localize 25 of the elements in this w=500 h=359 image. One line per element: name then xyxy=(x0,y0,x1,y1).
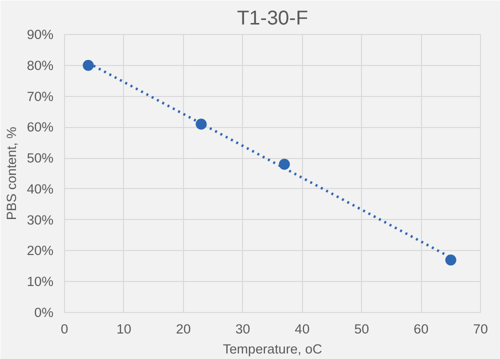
x-tick-label: 20 xyxy=(176,322,191,336)
x-tick-label: 0 xyxy=(60,322,68,336)
y-tick-label: 70% xyxy=(26,88,54,104)
x-tick-label: 60 xyxy=(414,322,428,336)
y-tick-label: 40% xyxy=(26,181,54,196)
y-tick-label: 50% xyxy=(26,150,54,166)
x-axis-title: Temperature, oC xyxy=(222,342,323,356)
y-axis-title: PBS content, % xyxy=(4,126,19,220)
point xyxy=(278,158,290,170)
y-tick-label: 10% xyxy=(26,274,54,290)
point xyxy=(82,60,94,71)
y-tick-label: 60% xyxy=(26,120,54,135)
x-tick-label: 50 xyxy=(354,322,370,336)
y-tick-label: 20% xyxy=(26,243,54,258)
y-tick-label: 80% xyxy=(26,58,54,73)
point xyxy=(196,118,207,130)
point xyxy=(445,254,456,266)
chart-title: T1-30-F xyxy=(236,8,308,30)
x-tick-label: 30 xyxy=(235,322,250,336)
x-tick-label: 40 xyxy=(294,322,310,336)
y-tick-label: 90% xyxy=(26,27,54,42)
x-tick-label: 70 xyxy=(473,322,488,336)
y-tick-label: 0% xyxy=(34,305,54,320)
x-tick-label: 10 xyxy=(116,322,132,336)
y-tick-label: 30% xyxy=(26,212,54,228)
